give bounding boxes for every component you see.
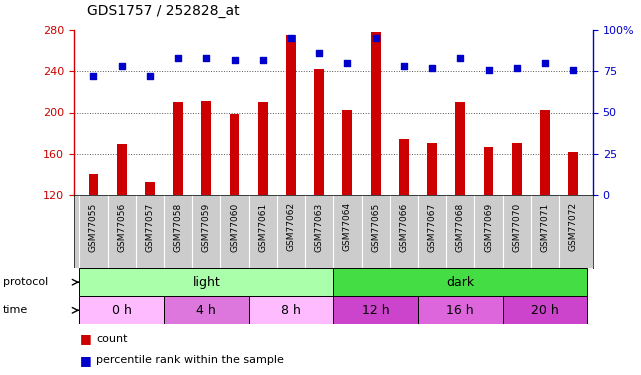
Text: 20 h: 20 h bbox=[531, 304, 559, 317]
Point bbox=[145, 73, 155, 79]
Bar bbox=[164, 296, 249, 324]
Bar bbox=[79, 268, 333, 296]
Text: percentile rank within the sample: percentile rank within the sample bbox=[96, 356, 284, 366]
Text: GSM77061: GSM77061 bbox=[258, 202, 267, 252]
Point bbox=[201, 55, 212, 61]
Bar bbox=[483, 147, 494, 319]
Bar bbox=[399, 140, 409, 319]
Bar bbox=[540, 110, 550, 319]
Text: GSM77065: GSM77065 bbox=[371, 202, 380, 252]
Text: GDS1757 / 252828_at: GDS1757 / 252828_at bbox=[87, 4, 239, 18]
Point bbox=[568, 67, 578, 73]
Point bbox=[342, 60, 353, 66]
Bar bbox=[229, 114, 240, 319]
Text: GSM77062: GSM77062 bbox=[287, 202, 296, 251]
Text: 4 h: 4 h bbox=[196, 304, 216, 317]
Text: GSM77060: GSM77060 bbox=[230, 202, 239, 252]
Point bbox=[455, 55, 465, 61]
Text: count: count bbox=[96, 334, 128, 344]
Text: light: light bbox=[192, 276, 221, 289]
Text: 0 h: 0 h bbox=[112, 304, 131, 317]
Point bbox=[88, 73, 99, 79]
Text: dark: dark bbox=[446, 276, 474, 289]
Text: GSM77058: GSM77058 bbox=[174, 202, 183, 252]
Text: GSM77067: GSM77067 bbox=[428, 202, 437, 252]
Point bbox=[229, 57, 240, 63]
Point bbox=[427, 65, 437, 71]
Bar bbox=[370, 32, 381, 319]
Text: GSM77068: GSM77068 bbox=[456, 202, 465, 252]
Text: ■: ■ bbox=[80, 354, 92, 367]
Text: GSM77056: GSM77056 bbox=[117, 202, 126, 252]
Point bbox=[512, 65, 522, 71]
Text: ■: ■ bbox=[80, 332, 92, 345]
Bar bbox=[333, 268, 587, 296]
Text: 8 h: 8 h bbox=[281, 304, 301, 317]
Text: GSM77071: GSM77071 bbox=[540, 202, 549, 252]
Text: GSM77069: GSM77069 bbox=[484, 202, 493, 252]
Bar bbox=[258, 102, 268, 319]
Bar bbox=[314, 69, 324, 319]
Text: GSM77057: GSM77057 bbox=[146, 202, 154, 252]
Point bbox=[286, 35, 296, 41]
Text: GSM77064: GSM77064 bbox=[343, 202, 352, 251]
Text: GSM77063: GSM77063 bbox=[315, 202, 324, 252]
Point bbox=[370, 35, 381, 41]
Text: GSM77059: GSM77059 bbox=[202, 202, 211, 252]
Text: GSM77055: GSM77055 bbox=[89, 202, 98, 252]
Text: 16 h: 16 h bbox=[447, 304, 474, 317]
Point bbox=[258, 57, 268, 63]
Text: GSM77072: GSM77072 bbox=[569, 202, 578, 251]
Point bbox=[173, 55, 183, 61]
Bar bbox=[88, 174, 99, 319]
Bar bbox=[512, 144, 522, 319]
Text: GSM77070: GSM77070 bbox=[512, 202, 521, 252]
Bar bbox=[79, 296, 164, 324]
Bar bbox=[342, 110, 353, 319]
Point bbox=[117, 63, 127, 69]
Point bbox=[483, 67, 494, 73]
Bar bbox=[503, 296, 587, 324]
Bar bbox=[568, 152, 578, 319]
Bar bbox=[117, 144, 127, 319]
Point bbox=[314, 50, 324, 56]
Text: protocol: protocol bbox=[3, 277, 49, 287]
Point bbox=[540, 60, 550, 66]
Bar bbox=[455, 102, 465, 319]
Bar bbox=[201, 101, 212, 319]
Bar bbox=[145, 182, 155, 319]
Text: time: time bbox=[3, 305, 28, 315]
Bar bbox=[249, 296, 333, 324]
Bar bbox=[286, 35, 296, 319]
Text: GSM77066: GSM77066 bbox=[399, 202, 408, 252]
Bar bbox=[418, 296, 503, 324]
Bar bbox=[173, 102, 183, 319]
Bar bbox=[427, 144, 437, 319]
Bar bbox=[333, 296, 418, 324]
Point bbox=[399, 63, 409, 69]
Text: 12 h: 12 h bbox=[362, 304, 390, 317]
